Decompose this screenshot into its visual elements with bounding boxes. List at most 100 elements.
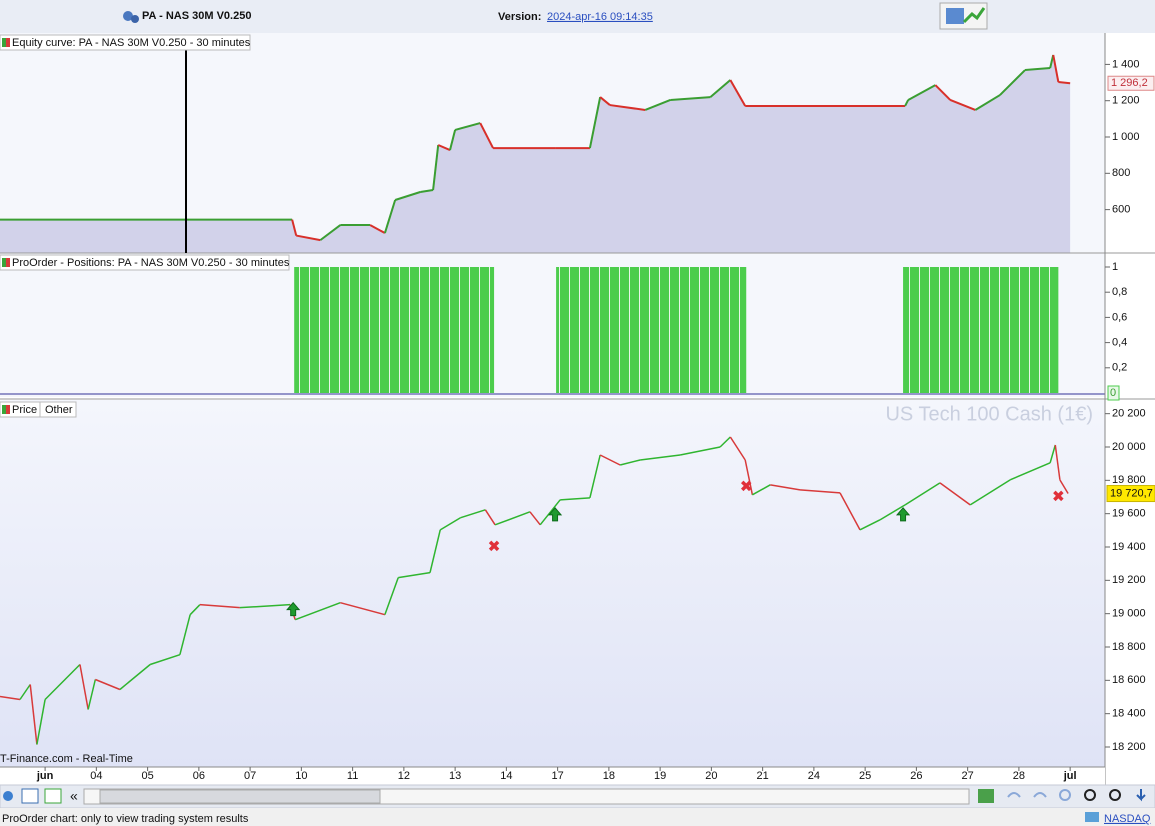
entry-arrow [547,507,563,522]
last-price-label: 19 720,7 [1110,487,1153,499]
price-segment [179,614,191,655]
x-tick-label: 21 [757,770,769,782]
price-segment [599,454,621,466]
x-axis-bg [0,767,1105,785]
equity-segment [974,94,1001,111]
y-tick-label: 800 [1112,167,1130,179]
y-tick-label: 19 000 [1112,608,1146,620]
positions-title: ProOrder - Positions: PA - NAS 30M V0.25… [12,257,290,269]
position-last-box [1107,385,1120,401]
price-segment [19,684,31,700]
x-tick-label: 05 [141,770,153,782]
y-tick-label: 19 400 [1112,541,1146,553]
position-bar [556,267,747,393]
equity-segment [1058,81,1071,85]
entry-arrow [895,507,911,522]
price-segment [1054,444,1061,480]
price-segment [729,436,746,461]
equity-segment [437,144,451,151]
instrument-watermark: US Tech 100 Cash (1€) [885,403,1093,425]
equity-segment [1052,54,1060,83]
price-segment [799,489,841,494]
price-segment [398,571,431,579]
entry-arrow [286,601,301,617]
tab-price[interactable]: Price [12,404,37,416]
y-tick-label: 18 800 [1112,641,1146,653]
equity-segment [999,69,1026,96]
price-segment [95,678,121,691]
equity-segment [907,84,936,101]
price-segment [529,511,541,526]
price-segment [79,664,89,710]
x-tick-label: 12 [398,770,410,782]
equity-segment [296,234,321,242]
exchange-link[interactable]: NASDAQ [1104,813,1151,825]
version-link[interactable]: 2024-apr-16 09:14:35 [547,11,653,23]
tab-other[interactable]: Other [45,404,73,416]
equity-segment [291,219,298,236]
equity-area [0,54,1071,253]
price-segment [494,511,531,526]
last-value-label: 1 296,2 [1111,77,1148,89]
price-segment [744,459,754,495]
equity-segment [599,96,611,106]
exit-cross [488,540,500,552]
settings-icon[interactable] [123,11,139,23]
equity-segment [420,189,434,193]
exit-cross [740,480,752,492]
report-button[interactable] [939,2,988,30]
equity-segment [394,191,421,201]
price-segment [752,484,771,496]
positions-legend: ProOrder - Positions: PA - NAS 30M V0.25… [0,254,290,271]
x-tick-label: 27 [962,770,974,782]
equity-segment [934,84,951,101]
price-segment [36,699,46,745]
last-price-box [1106,485,1155,503]
scroll-thumb[interactable] [99,789,381,804]
price-segment [1059,479,1069,494]
svg-text:«: « [70,788,78,804]
price-segment [87,679,97,710]
x-tick-label: 06 [193,770,205,782]
status-message: ProOrder chart: only to view trading sys… [2,813,249,825]
price-segment [939,482,971,506]
price-segment [429,529,441,573]
price-segment [539,499,561,526]
x-tick-label: 14 [500,770,512,782]
price-segment [839,492,861,531]
equity-title: Equity curve: PA - NAS 30M V0.250 - 30 m… [12,37,251,49]
price-segment [1049,444,1057,464]
y-tick-label: 0,2 [1112,362,1127,374]
equity-segment [670,96,711,101]
price-segment [199,603,240,609]
price-segment [904,482,941,506]
toolbar-right[interactable] [978,789,1146,803]
y-tick-label: 18 200 [1112,741,1146,753]
equity-segment [369,224,386,234]
price-segment [294,601,341,621]
price-segment [679,446,721,456]
price-segment [119,663,151,691]
equity-segment [588,96,602,149]
price-segment [189,604,201,616]
toolbar-left[interactable]: « [3,788,78,804]
x-tick-label: 11 [347,770,358,782]
x-tick-label: 04 [90,770,102,782]
y-tick-label: 19 200 [1112,574,1146,586]
equity-segment [709,79,731,98]
price-segment [619,459,641,466]
y-tick-label: 0,6 [1112,311,1127,323]
equity-segment [383,199,397,234]
y-tick-label: 1 [1112,261,1118,273]
price-segment [29,684,38,745]
x-tick-label: 18 [603,770,615,782]
y-tick-label: 19 600 [1112,508,1146,520]
price-segment [149,653,181,666]
x-tick-label: jun [36,770,54,782]
equity-segment [904,99,910,107]
price-segment [239,603,291,609]
price-tabs: Price Other [0,401,77,418]
exchange-icon [1085,812,1099,822]
data-source: T-Finance.com - Real-Time [0,753,133,765]
